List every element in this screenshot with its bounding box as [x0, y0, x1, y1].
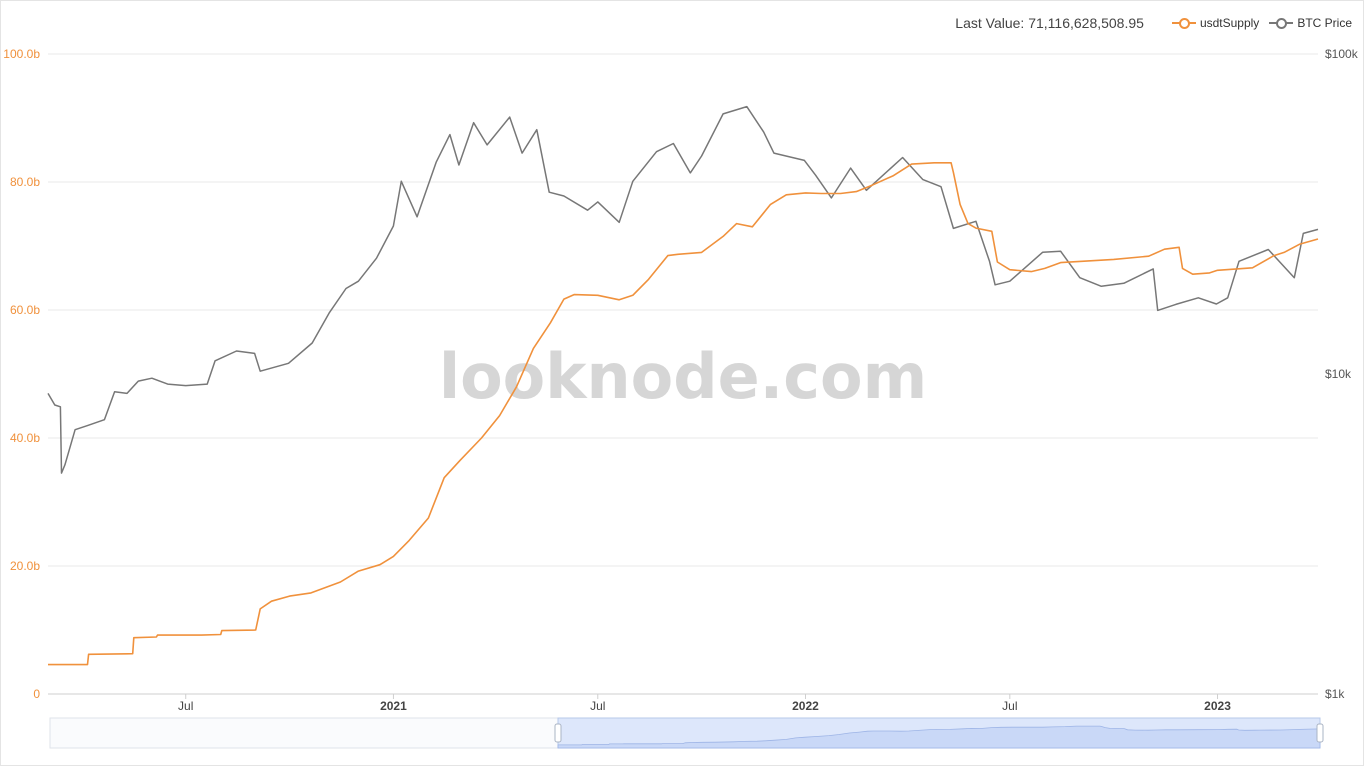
range-slider-preview-area	[557, 725, 1321, 749]
left-axis-tick-label: 40.0b	[10, 431, 40, 445]
legend-label-usdt-supply: usdtSupply	[1199, 16, 1260, 30]
last-value-readout: Last Value: 71,116,628,508.95	[955, 15, 1144, 31]
right-axis-tick-label: $100k	[1325, 47, 1359, 61]
btc-price-series-line	[47, 105, 1319, 474]
x-axis-tick-label: 2022	[792, 699, 819, 713]
legend-item-btc-price[interactable]: BTC Price	[1269, 16, 1352, 30]
legend-label-btc-price: BTC Price	[1297, 16, 1352, 30]
range-slider-left-handle[interactable]	[554, 723, 562, 743]
usdt-supply-series-line	[48, 162, 1319, 666]
x-axis-tick-label: Jul	[1002, 699, 1017, 713]
left-axis-tick-label: 60.0b	[10, 303, 40, 317]
btc-price-legend-icon	[1269, 17, 1294, 29]
left-axis-tick-label: 20.0b	[10, 559, 40, 573]
chart-legend: Last Value: 71,116,628,508.95 usdtSupply…	[955, 14, 1352, 32]
watermark-text: looknode.com	[439, 340, 927, 413]
legend-item-usdt-supply[interactable]: usdtSupply	[1171, 16, 1260, 30]
right-axis-tick-label: $10k	[1325, 367, 1352, 381]
right-axis-tick-label: $1k	[1325, 687, 1345, 701]
left-axis-tick-label: 100.0b	[3, 47, 40, 61]
x-axis-tick-label: 2023	[1204, 699, 1231, 713]
x-axis-tick-label: 2021	[380, 699, 407, 713]
left-axis-tick-label: 0	[33, 687, 40, 701]
x-axis-tick-label: Jul	[590, 699, 605, 713]
x-axis-tick-label: Jul	[178, 699, 193, 713]
range-slider-right-handle[interactable]	[1316, 723, 1324, 743]
usdt-supply-legend-icon	[1171, 17, 1196, 29]
left-axis-tick-label: 80.0b	[10, 175, 40, 189]
